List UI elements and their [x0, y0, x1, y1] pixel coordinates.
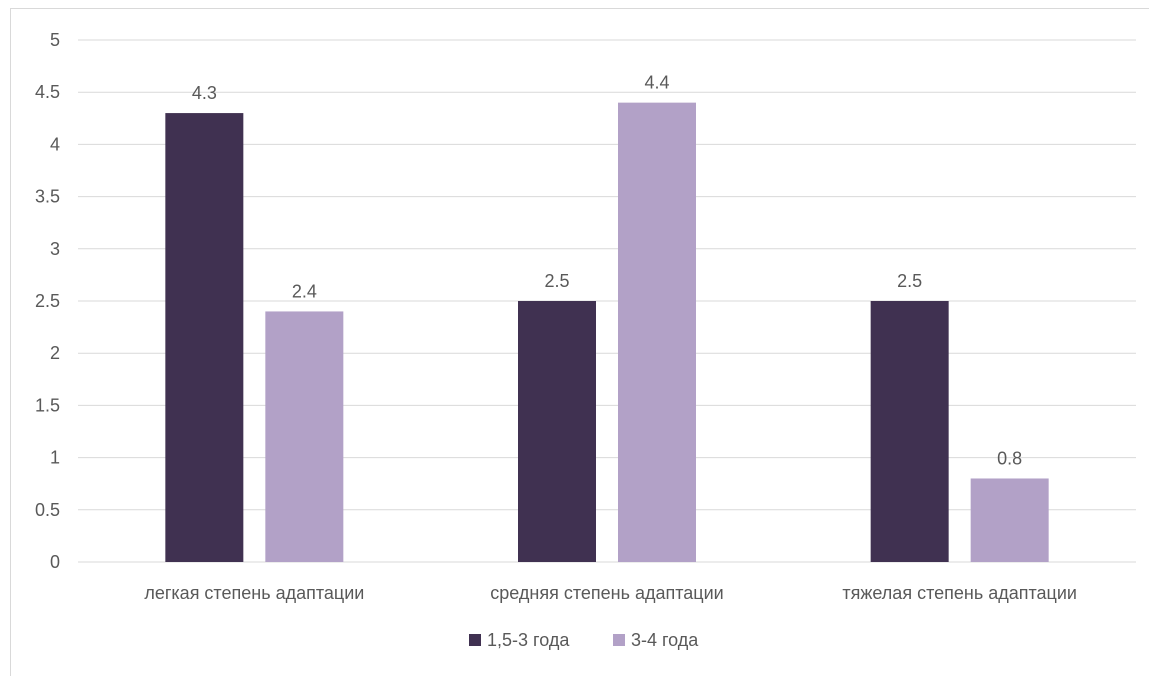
- data-label: 4.4: [644, 73, 669, 93]
- legend-label: 1,5-3 года: [487, 630, 570, 650]
- y-tick-label: 2: [50, 343, 60, 363]
- x-axis-categories: легкая степень адаптации средняя степень …: [144, 583, 1077, 603]
- data-label: 0.8: [997, 448, 1022, 468]
- legend-label: 3-4 года: [631, 630, 699, 650]
- y-tick-label: 4: [50, 134, 60, 154]
- y-tick-label: 1.5: [35, 395, 60, 415]
- bars: [165, 102, 1049, 562]
- y-tick-label: 5: [50, 30, 60, 50]
- y-tick-label: 0.5: [35, 500, 60, 520]
- bar-series1: [870, 301, 949, 562]
- y-tick-label: 0: [50, 552, 60, 572]
- x-category-label: средняя степень адаптации: [490, 583, 723, 603]
- bar-series2: [970, 478, 1049, 562]
- data-label: 2.4: [292, 281, 317, 301]
- legend-swatch: [613, 634, 625, 646]
- gridlines: [78, 39, 1136, 563]
- y-tick-label: 3.5: [35, 187, 60, 207]
- y-tick-label: 3: [50, 239, 60, 259]
- bar-series1: [518, 301, 596, 562]
- y-axis-ticks: 0 0.5 1 1.5 2 2.5 3 3.5 4 4.5 5: [35, 30, 60, 572]
- data-labels: 4.3 2.4 2.5 4.4 2.5 0.8: [192, 73, 1022, 469]
- y-tick-label: 1: [50, 448, 60, 468]
- data-label: 2.5: [544, 271, 569, 291]
- legend: 1,5-3 года 3-4 года: [469, 630, 699, 650]
- x-category-label: тяжелая степень адаптации: [842, 583, 1077, 603]
- bar-series1: [165, 113, 244, 562]
- data-label: 2.5: [897, 271, 922, 291]
- data-label: 4.3: [192, 83, 217, 103]
- x-category-label: легкая степень адаптации: [144, 583, 364, 603]
- legend-swatch: [469, 634, 481, 646]
- y-tick-label: 2.5: [35, 291, 60, 311]
- bar-series2: [618, 102, 696, 562]
- bar-series2: [265, 311, 344, 562]
- y-tick-label: 4.5: [35, 82, 60, 102]
